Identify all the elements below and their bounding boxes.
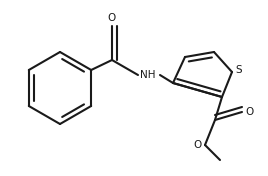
Text: O: O (194, 140, 202, 150)
Text: NH: NH (140, 70, 156, 80)
Text: O: O (108, 13, 116, 23)
Text: S: S (236, 65, 242, 75)
Text: O: O (245, 107, 253, 117)
